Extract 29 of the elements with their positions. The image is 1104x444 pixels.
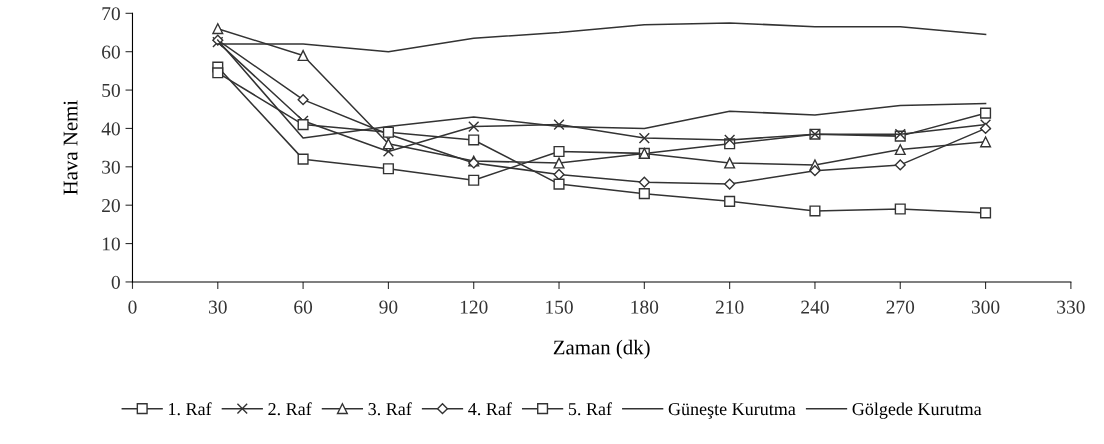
x-tick-label: 150: [546, 300, 573, 314]
x-tick-label: 90: [379, 300, 398, 314]
x-tick-label: 0: [128, 300, 137, 314]
legend-label: 5. Raf: [568, 402, 612, 416]
x-axis-title: Zaman (dk): [553, 339, 650, 359]
y-tick-label: 20: [102, 199, 120, 213]
legend-label: Gölgede Kurutma: [852, 402, 982, 419]
x-tick-label: 30: [209, 300, 227, 314]
y-tick-label: 60: [102, 45, 120, 59]
x-tick-label: 210: [715, 300, 744, 314]
legend-label: 1. Raf: [169, 402, 212, 416]
x-tick-label: 330: [1057, 300, 1085, 314]
y-tick-label: 0: [111, 275, 120, 289]
x-tick-label: 180: [631, 300, 659, 314]
x-tick-label: 270: [886, 300, 915, 314]
x-tick-label: 120: [460, 300, 488, 314]
y-tick-label: 40: [101, 122, 120, 136]
y-tick-label: 70: [102, 7, 120, 21]
y-tick-label: 30: [102, 160, 120, 174]
y-axis-title: Hava Nemi: [63, 100, 78, 195]
y-tick-label: 50: [102, 83, 120, 98]
x-tick-label: 300: [971, 300, 1000, 314]
legend-label: Güneşte Kurutma: [668, 403, 796, 419]
legend-label: 4. Raf: [468, 402, 512, 416]
legend-label: 2. Raf: [268, 402, 312, 416]
y-tick-label: 10: [102, 237, 120, 251]
legend-label: 3. Raf: [368, 402, 412, 416]
x-tick-label: 240: [801, 300, 829, 314]
x-tick-label: 60: [294, 300, 313, 314]
